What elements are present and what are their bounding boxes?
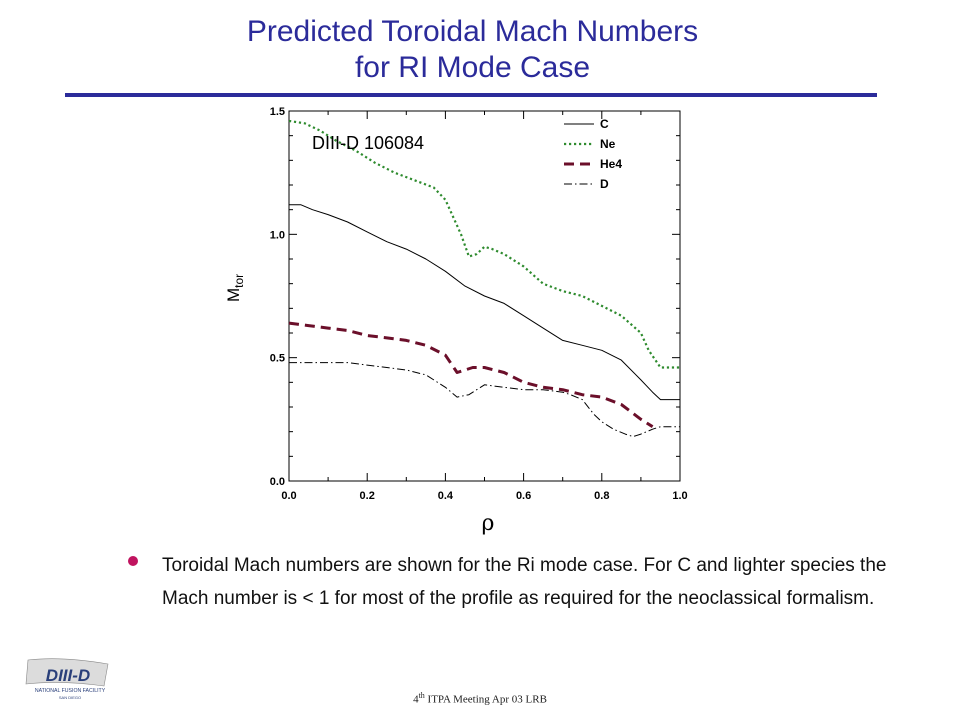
y-tick-label: 0.5 <box>270 353 285 365</box>
y-tick-label: 1.5 <box>270 106 285 118</box>
x-tick-label: 1.0 <box>672 490 687 502</box>
chart-annotation: DIII-D 106084 <box>312 133 424 153</box>
x-axis-label: ρ <box>482 511 495 536</box>
series-line-c <box>289 204 680 401</box>
legend-label-he4: He4 <box>600 157 622 171</box>
footer-rest: ITPA Meeting Apr 03 LRB <box>424 693 547 706</box>
y-tick-label: 0.0 <box>270 476 285 488</box>
diii-d-logo: DIII-D NATIONAL FUSION FACILITY SAN DIEG… <box>25 658 109 700</box>
bullet-text: Toroidal Mach numbers are shown for the … <box>162 555 887 609</box>
x-tick-label: 0.0 <box>281 490 296 502</box>
logo-text: DIII-D <box>46 666 90 685</box>
x-tick-label: 0.8 <box>594 490 609 502</box>
x-tick-label: 0.4 <box>438 490 454 502</box>
legend-label-ne: Ne <box>600 137 616 151</box>
footer-prefix: 4 <box>413 693 419 706</box>
footer-sup: th <box>418 691 425 700</box>
logo-subtext2: SAN DIEGO <box>59 695 81 700</box>
y-axis-label-sub: tor <box>232 274 246 288</box>
y-tick-label: 1.0 <box>270 229 285 241</box>
legend-label-d: D <box>600 177 609 191</box>
y-axis-label-main: M <box>224 288 243 302</box>
title-divider <box>65 93 877 97</box>
x-tick-label: 0.2 <box>360 490 375 502</box>
y-axis-label: Mtor <box>224 274 246 302</box>
slide-title-line1: Predicted Toroidal Mach Numbers <box>246 15 699 48</box>
legend-label-c: C <box>600 117 609 131</box>
logo-subtext: NATIONAL FUSION FACILITY <box>35 688 106 694</box>
series-line-d <box>289 362 680 438</box>
slide-title-line2: for RI Mode Case <box>354 51 591 84</box>
series-line-he4 <box>288 321 654 428</box>
bullet-dot <box>128 556 138 566</box>
footer: 4th ITPA Meeting Apr 03 LRB <box>0 691 960 706</box>
x-tick-label: 0.6 <box>516 490 531 502</box>
